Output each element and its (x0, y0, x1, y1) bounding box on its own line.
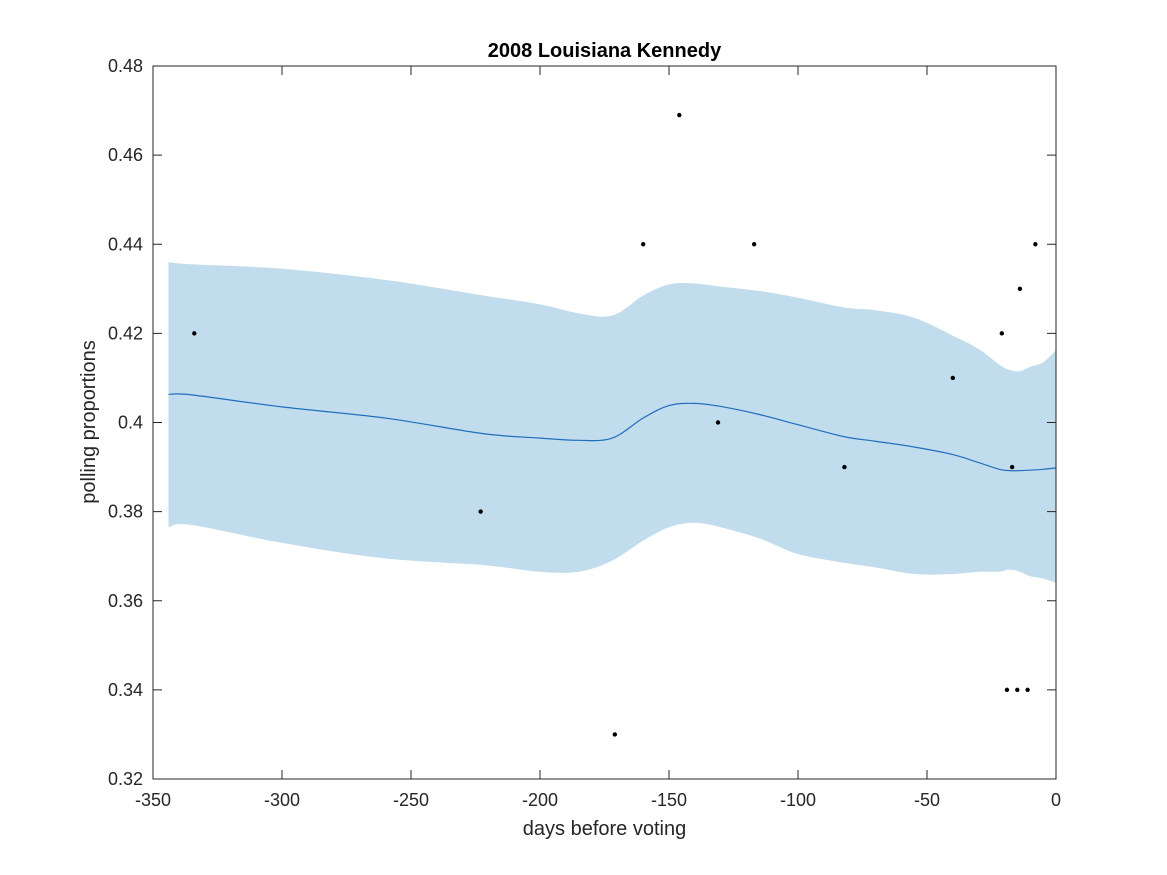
data-point (751, 242, 757, 247)
y-tick-label: 0.44 (108, 234, 143, 254)
y-tick-label: 0.32 (108, 769, 143, 789)
y-tick-label: 0.34 (108, 680, 143, 700)
data-point (612, 732, 618, 737)
data-point (1004, 687, 1010, 693)
x-tick-label: -50 (914, 790, 940, 810)
y-tick-label: 0.42 (108, 323, 143, 343)
data-point (715, 420, 721, 425)
data-point (842, 464, 847, 470)
confidence-band (168, 262, 1057, 583)
y-tick-label: 0.4 (118, 413, 143, 433)
mean-line-layer (168, 393, 1057, 472)
data-points-layer (192, 112, 1038, 737)
y-tick-label: 0.36 (108, 591, 143, 611)
y-tick-label: 0.46 (108, 145, 143, 165)
x-tick-label: -250 (393, 790, 429, 810)
y-axis-label: polling proportions (78, 340, 100, 503)
data-point (1025, 687, 1030, 693)
x-tick-label: -100 (780, 790, 816, 810)
data-point (1017, 286, 1023, 292)
data-point (478, 509, 483, 514)
data-point (950, 375, 955, 381)
x-tick-label: -300 (264, 790, 300, 810)
data-point (677, 112, 682, 118)
x-tick-label: 0 (1051, 790, 1061, 810)
axes-box (152, 65, 1057, 780)
data-point (1033, 242, 1038, 247)
data-point (1015, 687, 1020, 693)
data-point (1009, 464, 1015, 470)
x-tick-label: -350 (135, 790, 171, 810)
ticks-layer: -350 -300 -250 -200 -150 -100 -50 0 0.32 0.34 0.36… (108, 56, 1061, 810)
mean-line (168, 393, 1057, 472)
confidence-band-layer (168, 262, 1057, 583)
x-tick-label: -200 (522, 790, 558, 810)
chart-title: 2008 Louisiana Kennedy (488, 40, 722, 62)
data-point (641, 242, 646, 247)
data-point (192, 331, 197, 336)
x-axis-label: days before voting (523, 818, 686, 840)
y-tick-label: 0.48 (108, 56, 143, 76)
data-point (999, 331, 1005, 336)
x-tick-label: -150 (651, 790, 687, 810)
y-tick-label: 0.38 (108, 502, 143, 522)
